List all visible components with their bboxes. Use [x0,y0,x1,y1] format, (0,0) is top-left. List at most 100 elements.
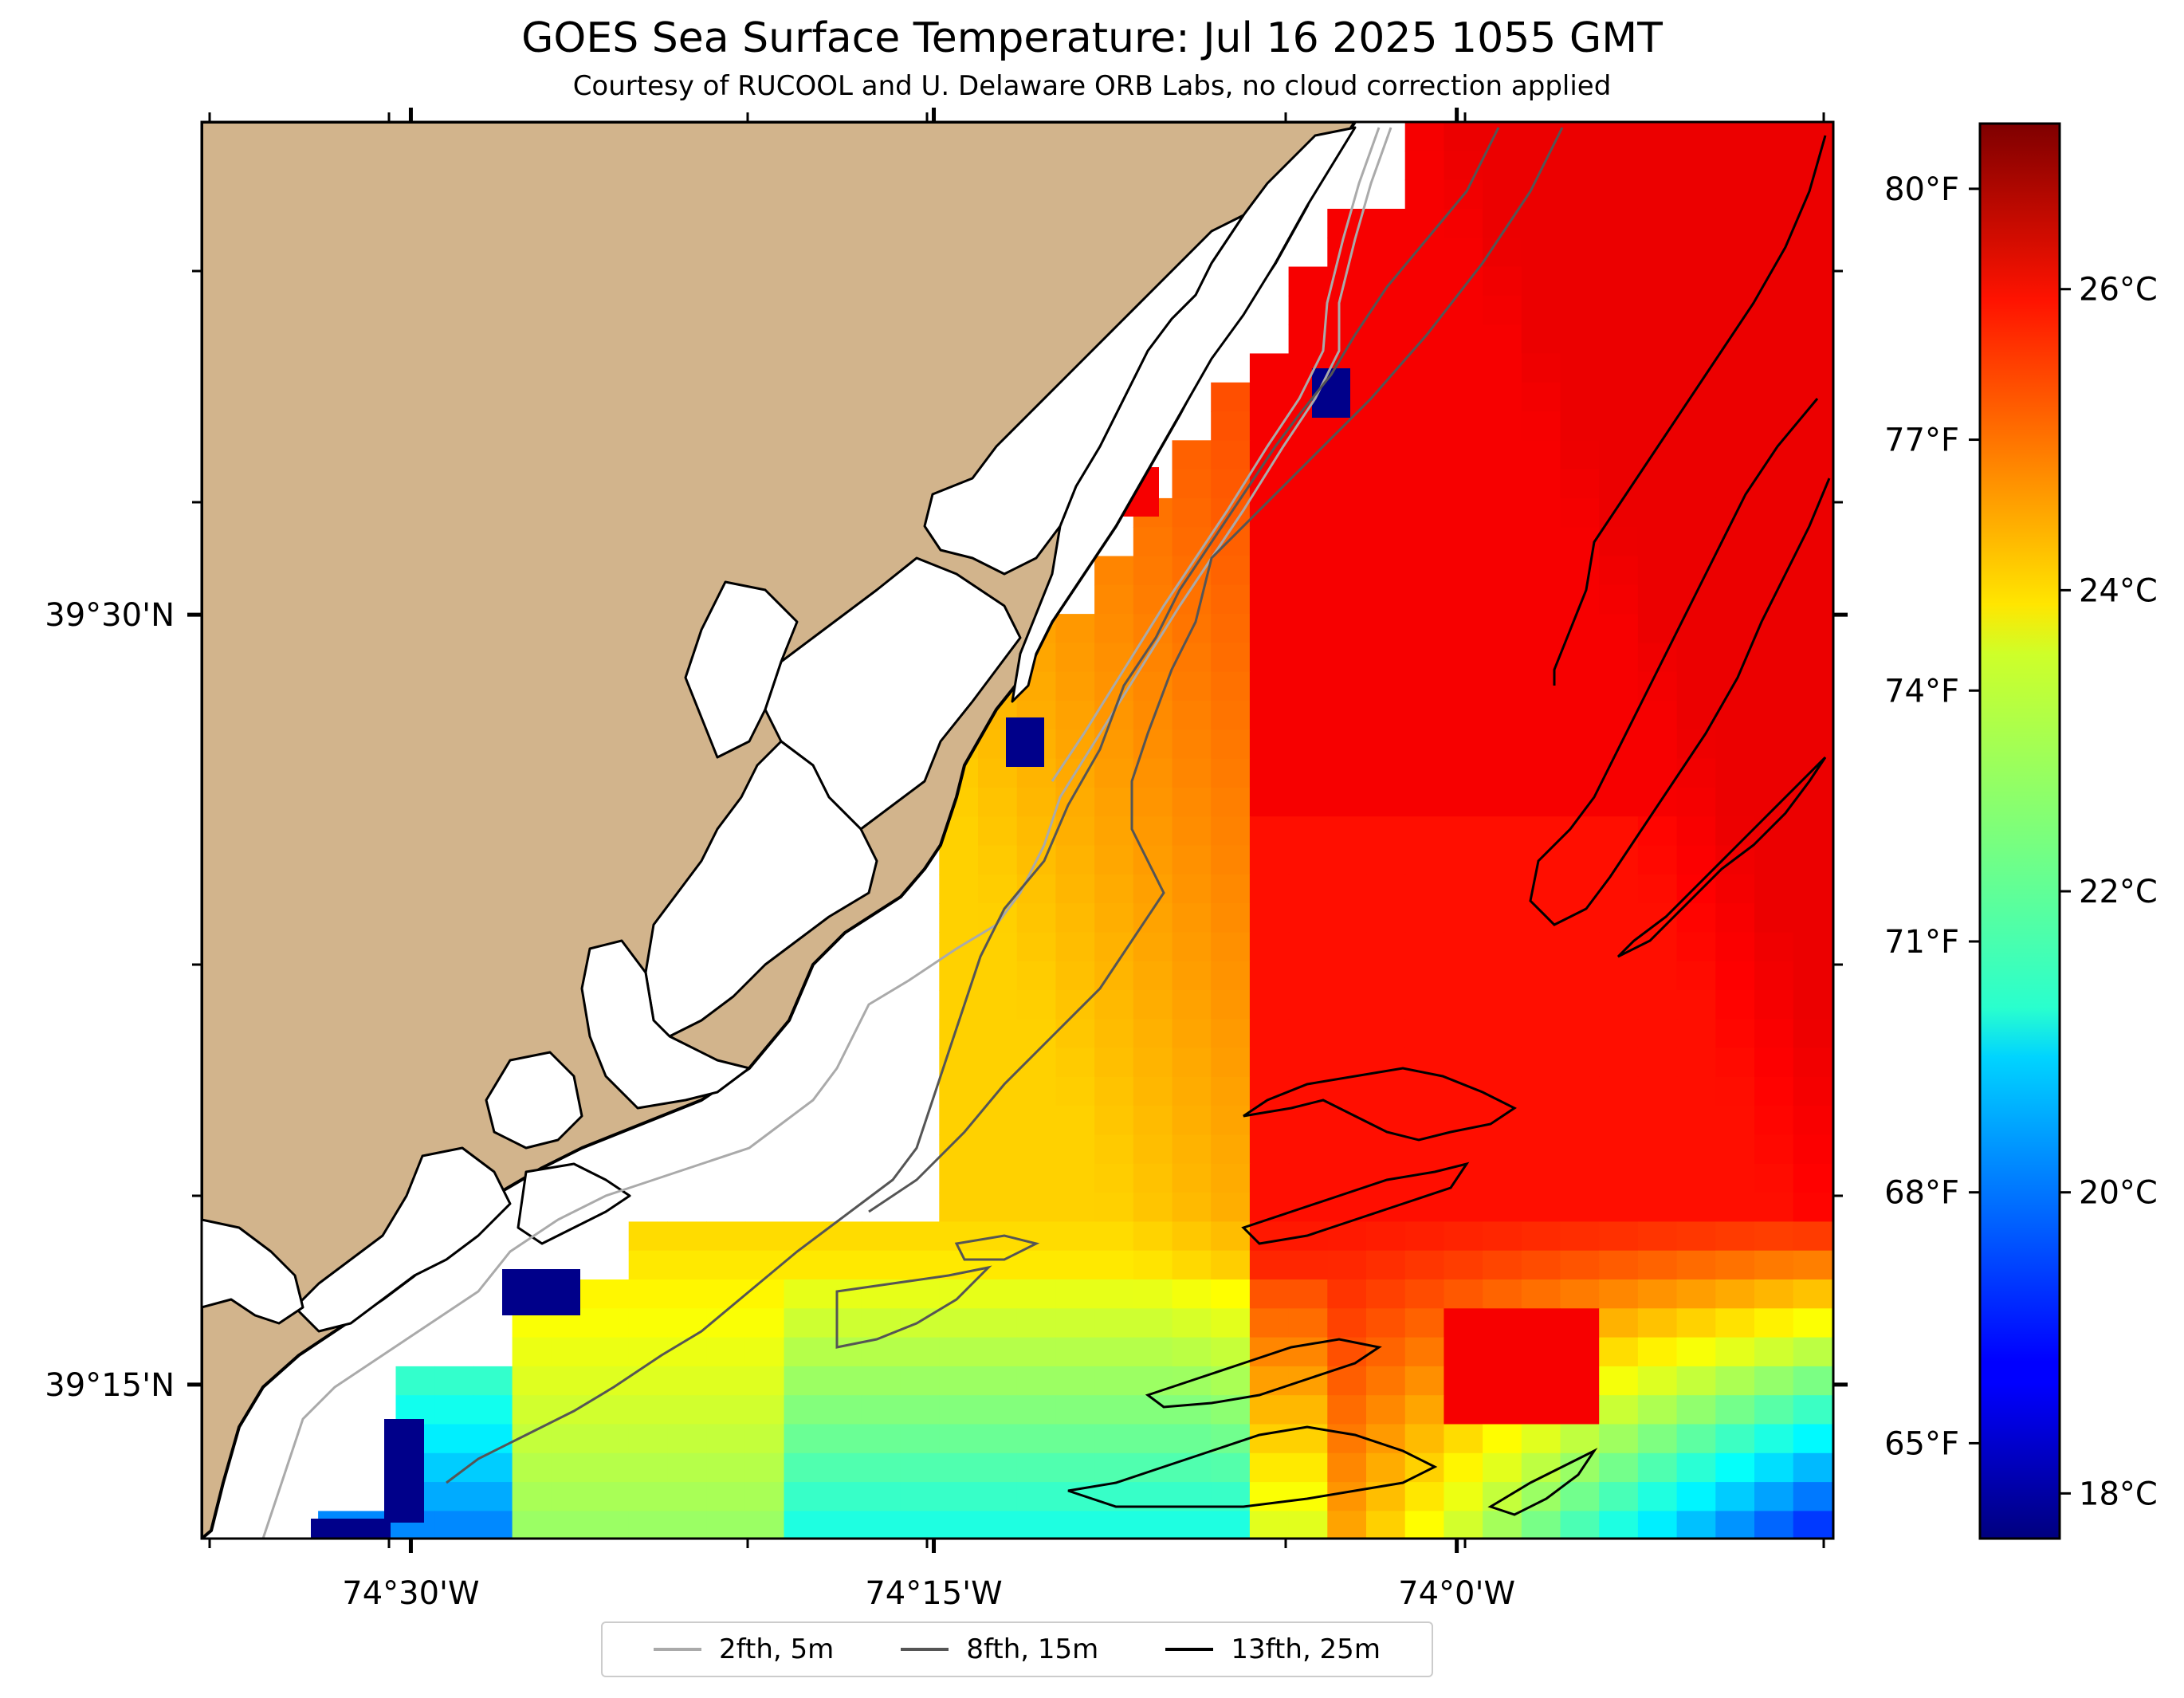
sst-cell [1637,238,1678,268]
sst-cell [1094,1452,1134,1483]
sst-cell [1444,701,1483,730]
sst-cell [706,1395,746,1425]
sst-cell [1560,122,1600,151]
sst-cell [1249,1279,1290,1309]
sst-cell [1211,1134,1251,1165]
sst-cell [1715,1163,1755,1193]
sst-cell [1676,1134,1716,1165]
sst-cell [1211,787,1251,817]
sst-cell [1404,469,1444,499]
sst-cell [1366,1279,1406,1309]
sst-cell [823,1279,862,1309]
sst-cell [1676,324,1716,354]
sst-cell [1366,903,1406,933]
sst-cell [1560,643,1600,673]
sst-cell [1404,961,1444,991]
sst-cell [1444,1193,1483,1222]
sst-cell [667,1511,707,1539]
sst-cell [1172,1163,1212,1193]
legend-item-8fth: 8fth, 15m [901,1633,1098,1665]
sst-cell [1483,440,1522,470]
sst-cell [1560,758,1600,788]
sst-cell [1754,614,1794,643]
sst-cell [1172,990,1212,1020]
sst-cell [1327,990,1367,1020]
sst-cell [1483,990,1522,1020]
sst-cell [978,1163,1018,1193]
sst-cell [1754,122,1794,151]
sst-cell [1521,238,1561,268]
sst-cell [1560,469,1600,499]
sst-cell [1793,411,1832,441]
sst-cell [1754,527,1794,557]
sst-cell [978,787,1018,817]
sst-cell [1793,440,1832,470]
sst-cell [1483,729,1522,760]
sst-cell [1599,1366,1639,1396]
sst-cell [1404,151,1444,181]
sst-cell [1637,151,1678,181]
sst-cell [1754,324,1794,354]
sst-cell [978,1106,1018,1136]
sst-cell [978,1337,1018,1367]
sst-cell [1599,1134,1639,1165]
sst-cell [1094,758,1134,788]
sst-cell [1404,1221,1444,1252]
sst-cell [1327,238,1367,268]
sst-cell [1793,1106,1832,1136]
sst-cell [706,1452,746,1483]
sst-cell [1055,932,1095,962]
sst-cell [1055,1047,1095,1078]
sst-cell [1366,1193,1406,1222]
sst-cell [1676,643,1716,673]
sst-cell [1483,1424,1522,1454]
sst-cell [978,1019,1018,1049]
sst-cell [1133,556,1173,586]
legend-label-8fth: 8fth, 15m [966,1633,1099,1665]
sst-cell [1637,845,1678,875]
sst-cell [1715,816,1755,847]
sst-cell [1560,1047,1600,1078]
sst-cell [1483,1452,1522,1483]
sst-cell [1483,1308,1522,1338]
sst-cell [1211,701,1251,730]
legend-swatch-8fth [901,1648,949,1651]
sst-cell [1211,671,1251,702]
sst-cell [1599,729,1639,760]
sst-cell [1599,903,1639,933]
sst-cell [939,1511,979,1539]
sst-cell [1637,990,1678,1020]
sst-cell [1832,758,1833,788]
sst-cell [939,1193,979,1222]
sst-cell [1288,671,1328,702]
sst-cell [744,1395,785,1425]
sst-cell [1133,816,1173,847]
sst-cell [1366,701,1406,730]
sst-cell [434,1395,474,1425]
sst-cell [628,1279,668,1309]
sst-cell [939,1163,979,1193]
sst-cell [1327,643,1367,673]
sst-cell [1560,1395,1600,1425]
sst-cell [1754,643,1794,673]
sst-cell [1327,1511,1367,1539]
sst-cell [1404,787,1444,817]
sst-cell [1327,903,1367,933]
sst-cell [1599,1163,1639,1193]
sst-cell [1055,1337,1095,1367]
sst-cell [590,1395,630,1425]
sst-cell [1483,758,1522,788]
sst-cell [1249,961,1290,991]
sst-cell [1676,1511,1716,1539]
sst-cell [1560,1366,1600,1396]
sst-cell [1055,1395,1095,1425]
sst-cell [939,845,979,875]
sst-cell [1483,1337,1522,1367]
sst-cell [667,1366,707,1396]
sst-cell [861,1395,901,1425]
sst-cell [1133,1250,1173,1280]
sst-cell [1560,208,1600,238]
sst-cell [1172,440,1212,470]
sst-cell [1483,701,1522,730]
